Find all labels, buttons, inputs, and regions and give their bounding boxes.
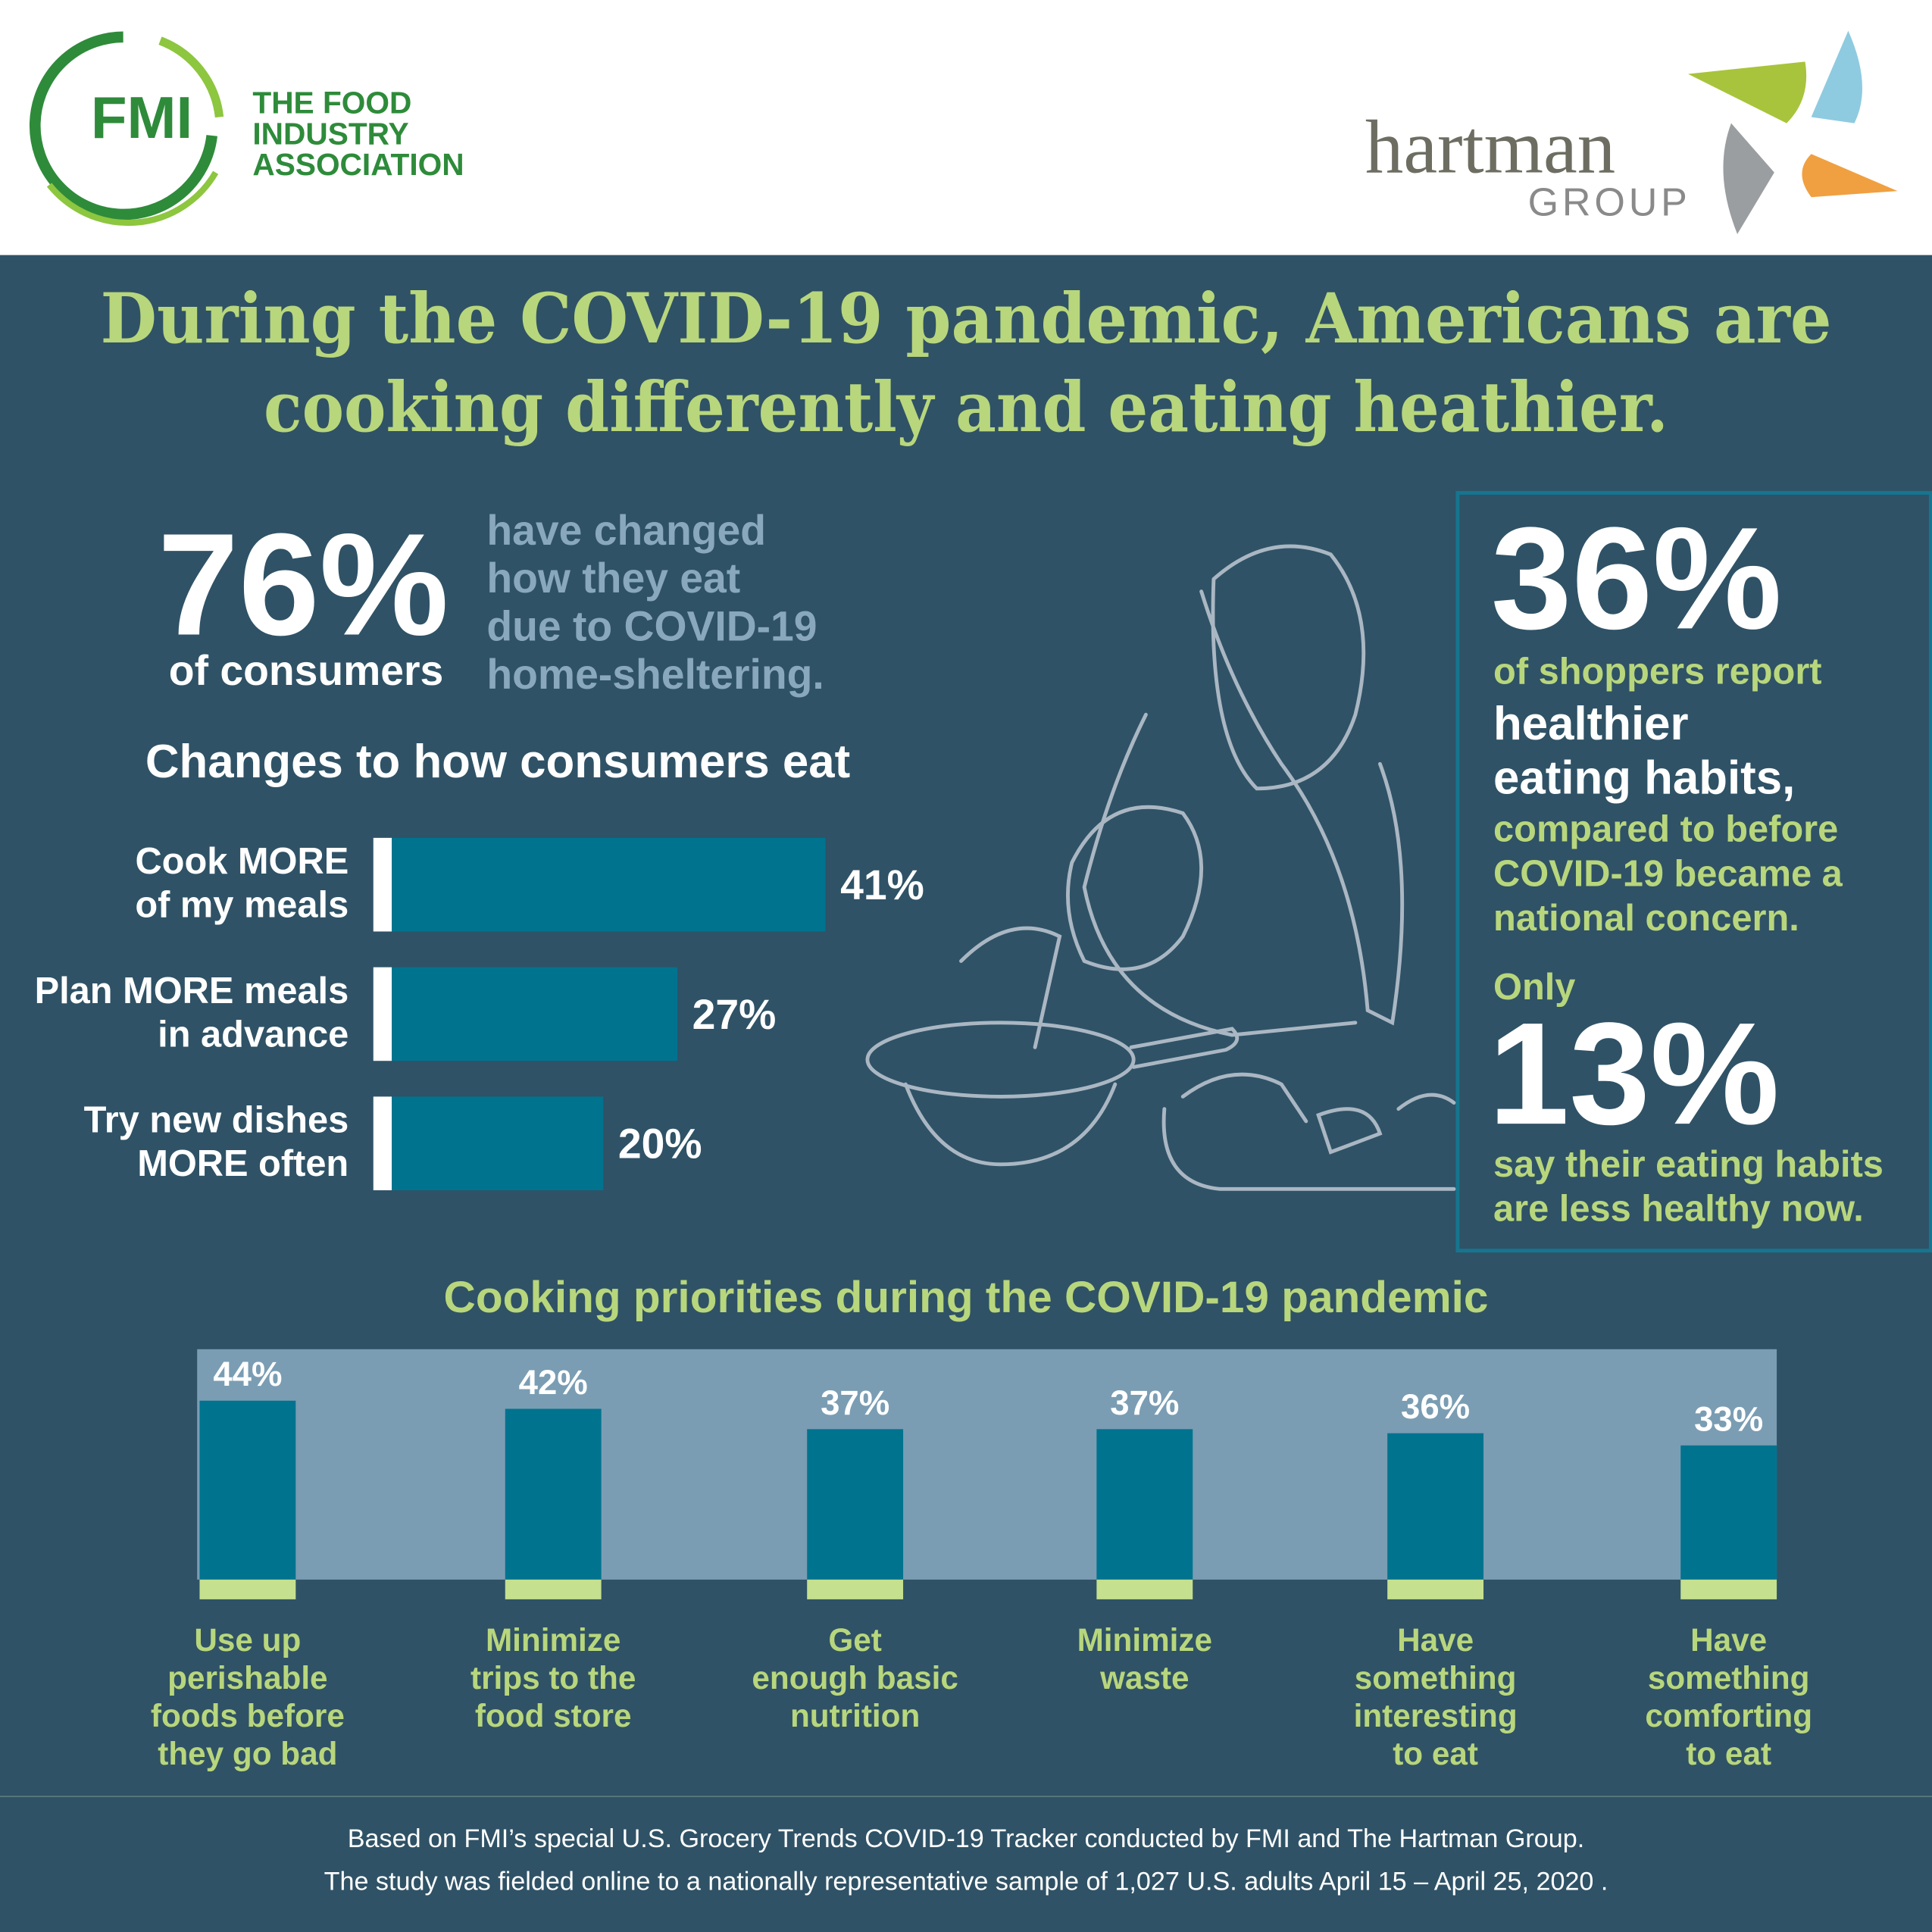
fmi-name: INDUSTRY bbox=[252, 116, 408, 151]
bar-base bbox=[199, 1579, 296, 1599]
hartman-group: GROUP bbox=[1528, 181, 1691, 225]
bar bbox=[807, 1429, 904, 1580]
value-label: 36% bbox=[1401, 1387, 1470, 1426]
bar-base bbox=[1680, 1579, 1777, 1599]
lead-description: have changed bbox=[486, 507, 766, 554]
category-label: Try new dishes MORE often bbox=[84, 1100, 349, 1185]
main-bg bbox=[0, 255, 1932, 1932]
value-label: 27% bbox=[692, 991, 777, 1038]
value-label: 41% bbox=[840, 861, 924, 908]
category-label: Have something interesting to eat bbox=[1354, 1622, 1518, 1771]
stat-box bbox=[1455, 491, 1932, 1253]
lead-stat: 76% bbox=[158, 503, 449, 666]
bar bbox=[392, 837, 826, 932]
bar-accent bbox=[373, 1096, 392, 1190]
bar bbox=[1096, 1429, 1193, 1580]
category-label: Have something comforting to eat bbox=[1645, 1622, 1812, 1771]
hartman-leaves bbox=[1687, 30, 1898, 234]
headline: During the COVID-19 pandemic, Americans … bbox=[101, 278, 1832, 359]
chart-panel bbox=[197, 1349, 1777, 1580]
box-text: Only bbox=[1493, 967, 1575, 1008]
value-label: 37% bbox=[821, 1383, 889, 1422]
footer-text: Based on FMI’s special U.S. Grocery Tren… bbox=[348, 1824, 1584, 1853]
value-label: 44% bbox=[213, 1355, 282, 1393]
chart-title: Cooking priorities during the COVID-19 p… bbox=[444, 1273, 1489, 1322]
category-label: Plan MORE meals in advance bbox=[35, 971, 349, 1055]
bar bbox=[392, 967, 678, 1061]
fmi-mark: FMI bbox=[91, 84, 192, 151]
box-text: national concern. bbox=[1493, 898, 1799, 939]
bar-base bbox=[1387, 1579, 1484, 1599]
bar-accent bbox=[373, 837, 392, 932]
chart-title: Changes to how consumers eat bbox=[145, 736, 850, 788]
header-bg bbox=[0, 0, 1932, 255]
bar bbox=[392, 1096, 604, 1190]
fmi-logo: FMI bbox=[30, 31, 224, 227]
box-text: say their eating habits bbox=[1493, 1144, 1884, 1185]
fmi-name: ASSOCIATION bbox=[252, 147, 464, 182]
value-label: 42% bbox=[519, 1363, 588, 1402]
box-emphasis: eating habits, bbox=[1493, 752, 1795, 804]
value-label: 33% bbox=[1694, 1399, 1763, 1438]
bar bbox=[505, 1408, 602, 1580]
category-label: Cook MORE of my meals bbox=[135, 841, 349, 926]
lead-description: home-sheltering. bbox=[486, 651, 824, 698]
box-stat: 36% bbox=[1491, 496, 1782, 659]
box-stat: 13% bbox=[1489, 992, 1780, 1155]
bar bbox=[199, 1400, 296, 1580]
category-label: Minimize trips to the food store bbox=[470, 1622, 636, 1733]
box-emphasis: healthier bbox=[1493, 698, 1689, 750]
category-label: Minimize waste bbox=[1077, 1622, 1212, 1696]
category-label: Use up perishable foods before they go bad bbox=[151, 1622, 345, 1771]
hartman-logo: hartman bbox=[1365, 105, 1615, 189]
fmi-name: THE FOOD bbox=[252, 86, 411, 120]
box-text: of shoppers report bbox=[1493, 652, 1822, 692]
lead-label: of consumers bbox=[169, 647, 444, 694]
box-text: are less healthy now. bbox=[1493, 1189, 1864, 1230]
bar-base bbox=[1096, 1579, 1193, 1599]
bar bbox=[1387, 1433, 1484, 1580]
bar bbox=[1680, 1445, 1777, 1580]
category-label: Get enough basic nutrition bbox=[752, 1622, 958, 1733]
value-label: 37% bbox=[1110, 1383, 1179, 1422]
bar-base bbox=[807, 1579, 904, 1599]
value-label: 20% bbox=[618, 1121, 702, 1168]
bar-accent bbox=[373, 967, 392, 1061]
headline: cooking differently and eating heathier. bbox=[264, 367, 1668, 448]
lead-description: due to COVID-19 bbox=[486, 603, 817, 650]
box-text: COVID-19 became a bbox=[1493, 853, 1843, 894]
bar-base bbox=[505, 1579, 602, 1599]
cooking-illustration bbox=[865, 544, 1456, 1191]
lead-description: how they eat bbox=[486, 555, 740, 602]
footer-text: The study was fielded online to a nation… bbox=[324, 1868, 1608, 1896]
box-text: compared to before bbox=[1493, 809, 1838, 850]
